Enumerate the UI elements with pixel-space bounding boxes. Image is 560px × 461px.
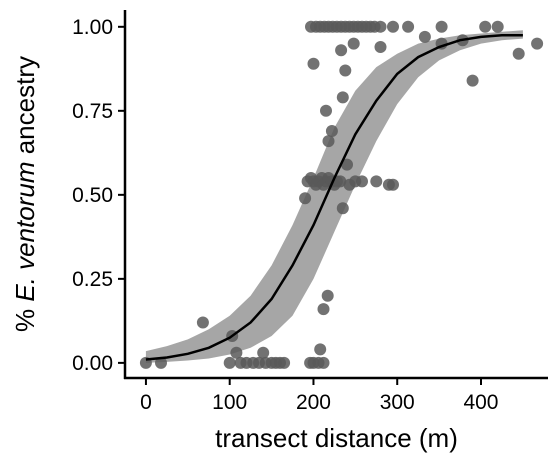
y-axis-title-suffix: ancestry bbox=[10, 56, 40, 162]
data-point bbox=[317, 356, 330, 369]
x-tick-label: 200 bbox=[296, 391, 331, 414]
data-point bbox=[466, 74, 479, 87]
data-point bbox=[435, 20, 448, 33]
data-point bbox=[374, 41, 387, 53]
y-axis-title-prefix: % bbox=[10, 302, 40, 332]
x-tick-label: 300 bbox=[380, 391, 415, 414]
data-point bbox=[321, 289, 334, 302]
x-axis-title: transect distance (m) bbox=[215, 423, 458, 453]
data-point bbox=[512, 47, 525, 60]
y-tick-label: 0.75 bbox=[72, 100, 113, 123]
data-point bbox=[402, 20, 415, 33]
data-point bbox=[491, 20, 504, 33]
data-point bbox=[320, 104, 332, 117]
data-point bbox=[336, 202, 349, 215]
x-tick-label: 100 bbox=[212, 391, 247, 414]
y-tick-label: 0.00 bbox=[72, 352, 113, 375]
data-point bbox=[314, 343, 327, 356]
x-tick-label: 0 bbox=[140, 391, 152, 414]
data-point bbox=[223, 356, 236, 369]
data-point bbox=[387, 20, 399, 33]
plot-area bbox=[139, 20, 544, 369]
y-tick-label: 0.50 bbox=[72, 184, 113, 207]
data-point bbox=[196, 316, 209, 329]
data-point bbox=[356, 175, 368, 188]
data-point bbox=[317, 303, 330, 316]
data-point bbox=[339, 64, 352, 77]
y-tick-label: 1.00 bbox=[72, 16, 113, 39]
data-point bbox=[531, 37, 544, 50]
y-tick-label: 0.25 bbox=[72, 268, 113, 291]
data-point bbox=[322, 135, 335, 148]
data-point bbox=[418, 30, 431, 43]
confidence-band bbox=[145, 30, 523, 363]
data-point bbox=[347, 37, 360, 50]
fitted-curve bbox=[145, 33, 523, 361]
data-point bbox=[278, 356, 291, 369]
data-point bbox=[387, 178, 399, 191]
data-point bbox=[307, 57, 320, 70]
data-point bbox=[299, 192, 312, 205]
data-point bbox=[479, 20, 492, 33]
data-point bbox=[230, 346, 243, 359]
data-point bbox=[341, 158, 353, 171]
data-point bbox=[370, 175, 383, 188]
data-point bbox=[374, 20, 387, 33]
axis-ticks: 0 100 200 300 400 0.00 0.25 0.50 0.75 1.00 bbox=[72, 16, 498, 414]
data-point bbox=[335, 44, 348, 57]
y-axis-title: % E. ventorum ancestry bbox=[10, 56, 40, 332]
data-point bbox=[257, 346, 270, 359]
data-point bbox=[336, 91, 349, 104]
data-point bbox=[334, 175, 347, 188]
x-tick-label: 400 bbox=[463, 391, 498, 414]
data-point bbox=[325, 125, 338, 137]
y-axis-title-species: E. ventorum bbox=[10, 161, 40, 301]
data-point bbox=[155, 356, 167, 369]
